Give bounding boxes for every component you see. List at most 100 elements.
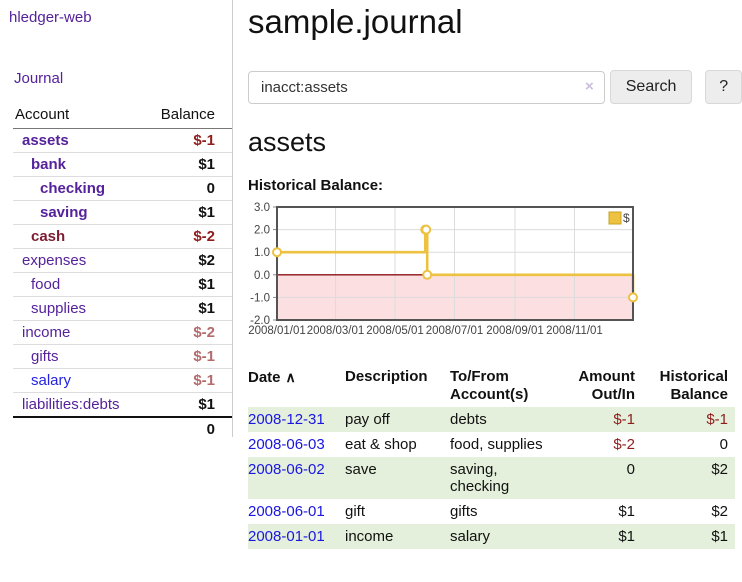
x-axis-label: 2008/05/01 (366, 325, 424, 337)
account-balance: $-1 (193, 372, 215, 389)
x-axis-label: 2008/09/01 (486, 325, 544, 337)
search-input[interactable] (248, 70, 605, 104)
account-balance: $1 (198, 300, 215, 317)
accounts-total-row: 0 (13, 416, 232, 441)
transaction-accounts: salary (450, 524, 568, 549)
data-point-marker (421, 224, 432, 235)
account-link[interactable]: bank (31, 156, 67, 173)
legend-swatch (608, 211, 622, 225)
x-axis-label: 2008/03/01 (307, 325, 365, 337)
transaction-balance: $-1 (643, 407, 735, 432)
transaction-date-link[interactable]: 2008-06-02 (248, 461, 325, 478)
balance-column-header: Historical Balance (659, 368, 728, 403)
app-brand-link[interactable]: hledger-web (9, 9, 92, 26)
register-header-row: Date ∧ Description To/From Account(s) Amo… (248, 365, 735, 407)
account-row: saving $1 (13, 200, 232, 224)
description-column-header: Description (345, 368, 428, 385)
y-axis-label: 3.0 (254, 202, 270, 214)
data-point-marker (272, 247, 282, 258)
x-axis-label: 2008/07/01 (426, 325, 484, 337)
account-link[interactable]: checking (40, 180, 106, 197)
account-link[interactable]: liabilities:debts (22, 396, 120, 413)
transaction-date-link[interactable]: 2008-12-31 (248, 411, 325, 428)
register-row: 2008-06-01 gift gifts $1 $2 (248, 499, 735, 524)
accounts-table-header: Account Balance (13, 103, 232, 129)
data-point-marker (422, 269, 433, 280)
account-column-header: Account (15, 106, 70, 123)
register-table-body: 2008-12-31 pay off debts $-1 $-1 2008-06-03 ea… (248, 407, 735, 549)
chart-label: Historical Balance: (248, 177, 384, 194)
transaction-date-link[interactable]: 2008-01-01 (248, 528, 325, 545)
account-link[interactable]: salary (31, 372, 72, 389)
y-axis-label: 1.0 (254, 247, 270, 259)
account-row: bank $1 (13, 152, 232, 176)
account-row: salary $-1 (13, 368, 232, 392)
accounts-table-body: assets $-1 bank $1 checking 0 saving $1 cash $-2 e… (13, 129, 232, 416)
account-balance: $1 (198, 396, 215, 413)
account-balance: $2 (198, 252, 215, 269)
register-row: 2008-06-03 eat & shop food, supplies $-2 0 (248, 432, 735, 457)
amount-column-header: Amount Out/In (578, 368, 635, 403)
account-balance: $1 (198, 276, 215, 293)
account-balance: $-2 (193, 324, 215, 341)
transaction-accounts: gifts (450, 503, 478, 520)
sidebar-item-journal[interactable]: Journal (14, 70, 64, 87)
account-row: supplies $1 (13, 296, 232, 320)
account-row: liabilities:debts $1 (13, 392, 232, 416)
transaction-description: gift (345, 503, 366, 520)
account-link[interactable]: income (22, 324, 71, 341)
account-row: expenses $2 (13, 248, 232, 272)
y-axis-label: -1.0 (250, 292, 270, 304)
account-link[interactable]: gifts (31, 348, 59, 365)
chart-frame (276, 206, 634, 321)
account-row: income $-2 (13, 320, 232, 344)
account-link[interactable]: supplies (31, 300, 87, 317)
account-balance: $-1 (193, 348, 215, 365)
date-column-header[interactable]: Date ∧ (248, 369, 296, 386)
sidebar: hledger-web Journal Account Balance asse… (0, 0, 232, 441)
accounts-table: Account Balance assets $-1 bank $1 checking 0… (13, 103, 232, 441)
clear-search-icon[interactable]: × (584, 77, 594, 95)
transaction-amount: 0 (568, 457, 643, 499)
transaction-accounts: debts (450, 407, 568, 432)
transaction-description: eat & shop (345, 436, 417, 453)
transaction-balance: $2 (643, 457, 735, 499)
search-form: × Search ? (248, 70, 742, 104)
balance-column-header: Balance (160, 106, 215, 123)
legend-label: $ (623, 211, 630, 225)
page-title: sample.journal (248, 3, 463, 40)
account-balance: $-1 (193, 132, 215, 149)
transaction-accounts: food, supplies (450, 436, 543, 453)
transaction-accounts: saving, checking (450, 457, 568, 499)
account-balance: $1 (198, 204, 215, 221)
search-input-wrap: × (248, 70, 605, 104)
account-link[interactable]: expenses (22, 252, 87, 269)
transaction-date-link[interactable]: 2008-06-01 (248, 503, 325, 520)
transaction-date-link[interactable]: 2008-06-03 (248, 436, 325, 453)
register-row: 2008-12-31 pay off debts $-1 $-1 (248, 407, 735, 432)
main-content: sample.journal × Search ? assets Histori… (248, 0, 742, 549)
account-link[interactable]: assets (22, 132, 69, 149)
account-row: food $1 (13, 272, 232, 296)
account-link[interactable]: food (31, 276, 61, 293)
x-axis-label: 2008/11/01 (546, 325, 603, 337)
account-row: assets $-1 (13, 129, 232, 152)
transaction-description: pay off (345, 407, 450, 432)
account-balance: $1 (198, 156, 215, 173)
account-link[interactable]: saving (40, 204, 88, 221)
transaction-balance: $1 (643, 524, 735, 549)
accounts-column-header: To/From Account(s) (450, 368, 529, 403)
account-row: gifts $-1 (13, 344, 232, 368)
transaction-amount: $1 (568, 524, 643, 549)
transaction-amount: $-2 (613, 436, 635, 453)
sidebar-divider (232, 0, 233, 437)
search-button[interactable]: Search (609, 70, 693, 104)
y-axis-label: 0.0 (254, 270, 270, 282)
transaction-description: income (345, 524, 450, 549)
account-heading: assets (248, 127, 327, 157)
account-link[interactable]: cash (31, 228, 66, 245)
x-axis-label: 2008/01/01 (248, 325, 306, 337)
transaction-balance: 0 (719, 436, 728, 453)
help-button[interactable]: ? (705, 70, 742, 104)
